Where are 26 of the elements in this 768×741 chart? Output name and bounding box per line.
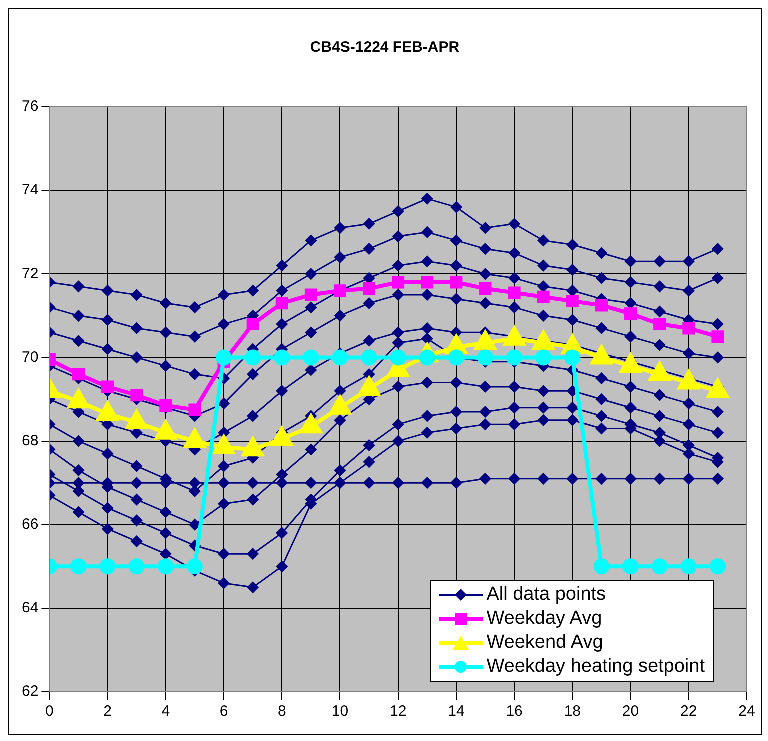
y-tick-label: 68	[22, 432, 39, 450]
x-tick-label: 0	[46, 703, 54, 720]
x-tick-label: 24	[738, 703, 756, 720]
x-tick-label: 18	[564, 703, 582, 720]
x-tick-label: 22	[680, 703, 698, 720]
y-tick-label: 64	[22, 600, 39, 617]
y-tick-label: 74	[22, 182, 39, 199]
legend-label: Weekday heating setpoint	[486, 656, 705, 678]
x-tick-label: 2	[104, 703, 112, 720]
x-tick-label: 14	[448, 703, 465, 720]
x-tick-label: 4	[162, 703, 170, 720]
legend-label: Weekend Avg	[486, 632, 604, 654]
chart-title: CB4S-1224 FEB-APR	[310, 39, 460, 56]
x-tick-label: 12	[390, 703, 407, 720]
y-tick-label: 76	[22, 98, 39, 116]
x-tick-label: 8	[278, 703, 286, 720]
x-tick-label: 10	[332, 703, 349, 720]
x-tick-label: 20	[622, 703, 640, 720]
y-tick-label: 66	[22, 516, 39, 533]
x-tick-label: 16	[506, 703, 523, 720]
y-tick-label: 72	[22, 265, 39, 282]
y-tick-label: 62	[22, 683, 39, 700]
legend-label: Weekday Avg	[486, 608, 602, 630]
y-tick-label: 70	[22, 348, 39, 366]
x-tick-label: 6	[220, 703, 228, 720]
legend-label: All data points	[486, 584, 606, 606]
